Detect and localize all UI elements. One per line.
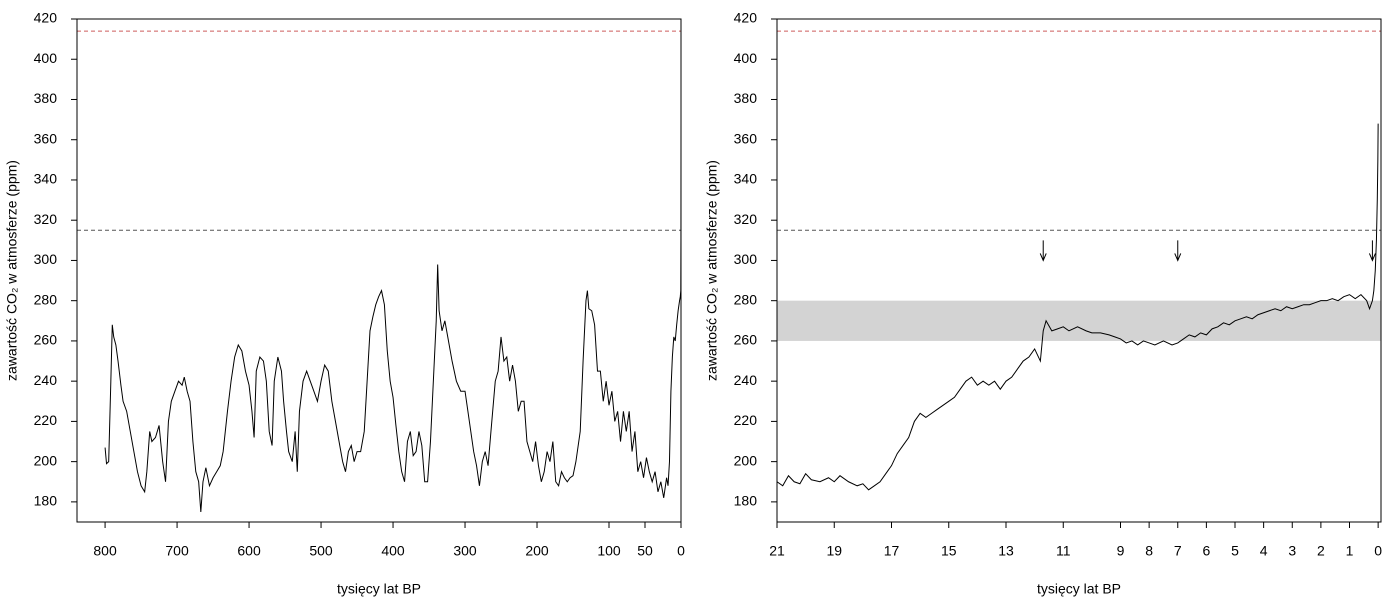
- x-axis-label: tysięcy lat BP: [337, 581, 421, 597]
- x-tick-label: 300: [453, 543, 477, 559]
- y-tick-label: 200: [34, 452, 58, 468]
- data-line: [776, 123, 1379, 491]
- y-tick-label: 220: [734, 412, 758, 428]
- y-tick-label: 280: [34, 291, 58, 307]
- x-tick-label: 21: [769, 543, 785, 559]
- arrow: [1039, 240, 1047, 262]
- y-tick-label: 240: [34, 372, 58, 388]
- plot-frame: [776, 18, 1382, 523]
- y-tick-label: 300: [734, 251, 758, 267]
- x-tick-label: 600: [237, 543, 261, 559]
- x-tick-label: 0: [677, 543, 685, 559]
- y-tick-label: 400: [34, 50, 58, 66]
- x-tick-label: 0: [1374, 543, 1382, 559]
- x-tick-label: 2: [1317, 543, 1325, 559]
- arrow: [1174, 240, 1182, 262]
- y-tick-label: 220: [34, 412, 58, 428]
- x-tick-label: 200: [525, 543, 549, 559]
- arrow: [1368, 240, 1376, 262]
- x-tick-label: 11: [1056, 543, 1071, 559]
- x-tick-label: 9: [1117, 543, 1125, 559]
- x-tick-label: 4: [1260, 543, 1268, 559]
- x-axis-label: tysięcy lat BP: [1037, 581, 1121, 597]
- x-tick-label: 6: [1202, 543, 1210, 559]
- x-tick-label: 8: [1145, 543, 1153, 559]
- y-tick-label: 400: [734, 50, 758, 66]
- y-axis-label: zawartość CO₂ w atmosferze (ppm): [704, 160, 720, 381]
- y-tick-label: 260: [34, 332, 58, 348]
- y-tick-label: 380: [734, 90, 758, 106]
- y-tick-label: 360: [734, 130, 758, 146]
- y-tick-label: 360: [34, 130, 58, 146]
- x-tick-label: 700: [165, 543, 189, 559]
- y-tick-label: 320: [34, 211, 58, 227]
- plot-frame: [76, 18, 682, 523]
- x-tick-label: 19: [826, 543, 842, 559]
- y-tick-label: 260: [734, 332, 758, 348]
- x-tick-label: 15: [941, 543, 957, 559]
- x-tick-label: 17: [884, 543, 900, 559]
- x-tick-label: 500: [309, 543, 333, 559]
- x-tick-label: 50: [637, 543, 653, 559]
- x-tick-label: 400: [381, 543, 405, 559]
- y-tick-label: 240: [734, 372, 758, 388]
- y-tick-label: 340: [734, 171, 758, 187]
- x-tick-label: 13: [998, 543, 1014, 559]
- y-tick-label: 320: [734, 211, 758, 227]
- y-axis-label: zawartość CO₂ w atmosferze (ppm): [4, 160, 20, 381]
- y-tick-label: 300: [34, 251, 58, 267]
- x-tick-label: 800: [93, 543, 117, 559]
- reference-band: [777, 300, 1381, 341]
- y-tick-label: 340: [34, 171, 58, 187]
- data-line: [104, 123, 682, 512]
- x-tick-label: 7: [1174, 543, 1182, 559]
- y-tick-label: 420: [734, 10, 758, 26]
- y-tick-label: 280: [734, 291, 758, 307]
- y-tick-label: 180: [734, 493, 758, 509]
- x-tick-label: 100: [597, 543, 621, 559]
- y-tick-label: 180: [34, 493, 58, 509]
- x-tick-label: 1: [1346, 543, 1354, 559]
- y-tick-label: 200: [734, 452, 758, 468]
- y-tick-label: 380: [34, 90, 58, 106]
- x-tick-label: 3: [1288, 543, 1296, 559]
- y-tick-label: 420: [34, 10, 58, 26]
- x-tick-label: 5: [1231, 543, 1239, 559]
